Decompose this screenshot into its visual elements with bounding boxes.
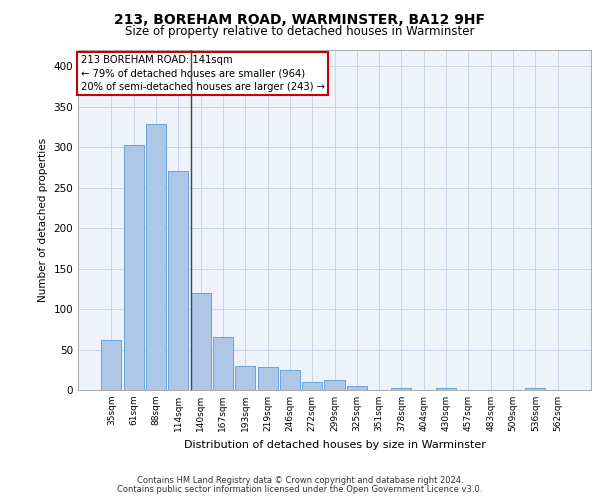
- Bar: [436, 388, 456, 390]
- Text: 213, BOREHAM ROAD, WARMINSTER, BA12 9HF: 213, BOREHAM ROAD, WARMINSTER, BA12 9HF: [115, 12, 485, 26]
- Text: Contains HM Land Registry data © Crown copyright and database right 2024.: Contains HM Land Registry data © Crown c…: [137, 476, 463, 485]
- Bar: [146, 124, 166, 390]
- Bar: [101, 340, 121, 390]
- Text: Contains public sector information licensed under the Open Government Licence v3: Contains public sector information licen…: [118, 484, 482, 494]
- Bar: [213, 338, 233, 390]
- Bar: [391, 388, 412, 390]
- Text: Size of property relative to detached houses in Warminster: Size of property relative to detached ho…: [125, 25, 475, 38]
- Bar: [347, 386, 367, 390]
- Bar: [235, 366, 255, 390]
- Y-axis label: Number of detached properties: Number of detached properties: [38, 138, 48, 302]
- Bar: [257, 368, 278, 390]
- X-axis label: Distribution of detached houses by size in Warminster: Distribution of detached houses by size …: [184, 440, 485, 450]
- Bar: [191, 293, 211, 390]
- Bar: [168, 172, 188, 390]
- Bar: [325, 380, 344, 390]
- Bar: [302, 382, 322, 390]
- Bar: [124, 144, 144, 390]
- Text: 213 BOREHAM ROAD: 141sqm
← 79% of detached houses are smaller (964)
20% of semi-: 213 BOREHAM ROAD: 141sqm ← 79% of detach…: [80, 55, 325, 92]
- Bar: [525, 388, 545, 390]
- Bar: [280, 370, 300, 390]
